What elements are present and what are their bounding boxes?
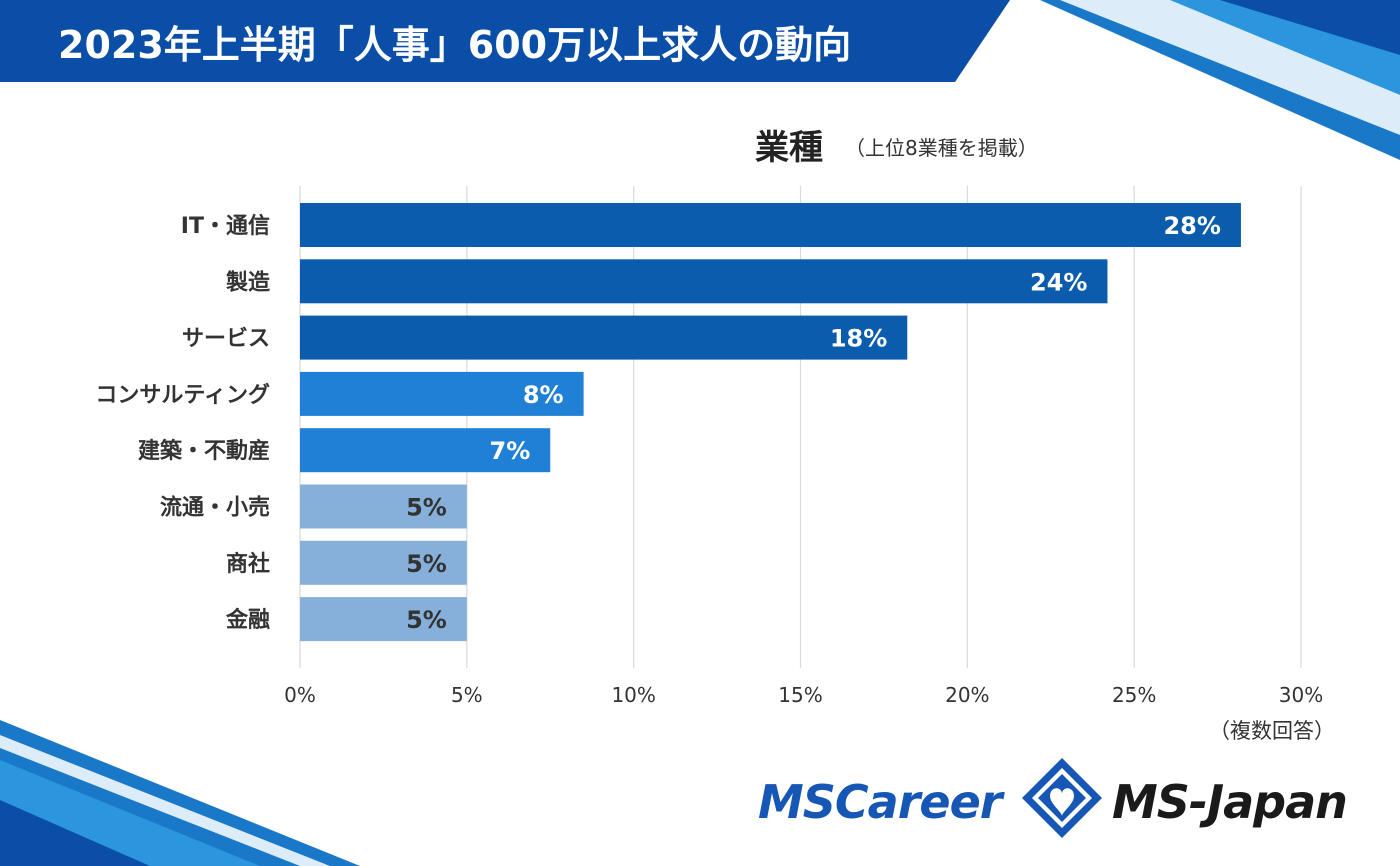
bar [300, 540, 467, 585]
page-title: 2023年上半期「人事」600万以上求人の動向 [58, 23, 851, 67]
data-label: 28% [1163, 212, 1220, 240]
data-label: 24% [1030, 268, 1087, 296]
bar [300, 484, 467, 529]
bar [300, 597, 467, 642]
x-tick-label: 20% [945, 683, 989, 707]
x-tick-labels: 0% 5% 10% 15% 20% 25% 30% [284, 683, 1323, 707]
category-label: サービス [182, 327, 270, 352]
bar [300, 428, 551, 473]
category-label: 金融 [225, 607, 270, 633]
data-labels: 28% 24% 18% 8% 7% 5% 5% 5% [406, 212, 1221, 634]
data-label: 5% [406, 550, 447, 578]
category-label: 流通・小売 [160, 495, 270, 521]
data-label: 8% [523, 381, 564, 409]
ms-japan-logo: MS-Japan [1112, 775, 1347, 829]
x-tick-label: 25% [1112, 683, 1156, 707]
bar [300, 315, 908, 360]
data-label: 5% [406, 494, 447, 522]
x-tick-label: 0% [284, 683, 316, 707]
data-label: 18% [830, 325, 887, 353]
x-tick-label: 10% [611, 683, 655, 707]
ms-japan-emblem-icon [1022, 758, 1102, 838]
category-label: 商社 [226, 551, 270, 577]
gridlines [299, 186, 1302, 668]
x-tick-label: 30% [1279, 683, 1323, 707]
bar [300, 203, 1241, 247]
category-label: IT・通信 [181, 213, 270, 239]
data-label: 7% [490, 437, 531, 465]
decor-bottom-left [0, 720, 360, 866]
category-label: 建築・不動産 [138, 438, 270, 464]
bar [300, 259, 1108, 304]
category-label: コンサルティング [95, 382, 270, 408]
category-label: 製造 [225, 269, 270, 295]
decor-top-right [1040, 0, 1400, 160]
bar [300, 371, 584, 416]
x-tick-label: 5% [451, 683, 483, 707]
bars [300, 203, 1241, 642]
x-tick-label: 15% [778, 683, 822, 707]
header-band [0, 0, 1010, 82]
data-label: 5% [406, 606, 447, 634]
mscareer-logo: MSCareer [758, 775, 1006, 829]
note-multiple-answers: （複数回答） [1209, 719, 1335, 743]
chart-subtitle: （上位8業種を掲載） [845, 136, 1038, 160]
chart-title: 業種 [755, 128, 823, 168]
